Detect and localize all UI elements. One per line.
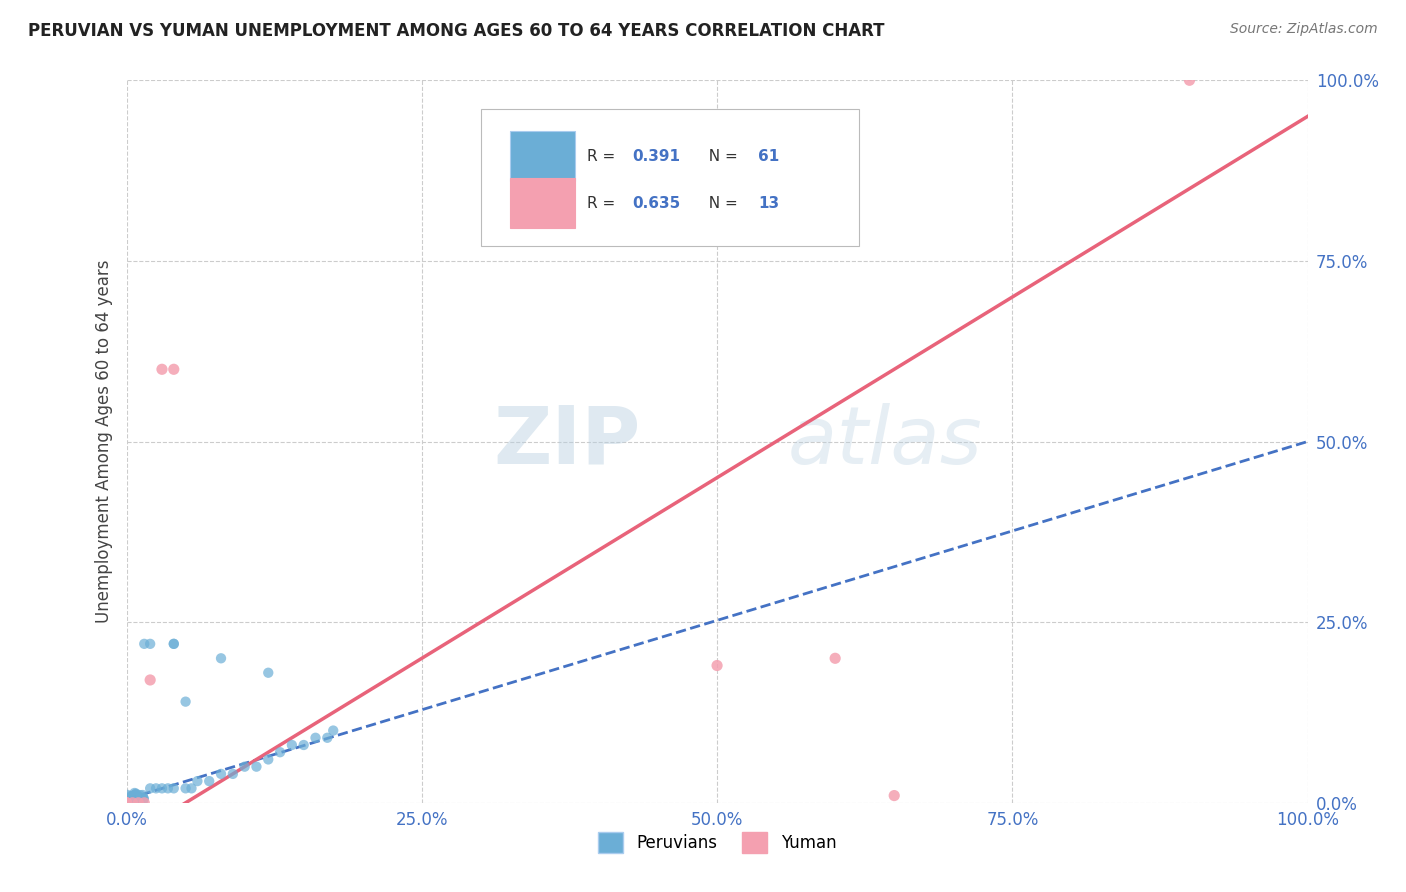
Point <box>122 789 145 803</box>
Point <box>115 788 138 802</box>
Point <box>115 796 138 810</box>
Point <box>209 767 232 781</box>
Point <box>163 637 186 651</box>
Text: N =: N = <box>699 149 742 163</box>
Point <box>120 789 142 804</box>
Point <box>139 673 162 687</box>
Point <box>222 767 245 781</box>
Legend: Peruvians, Yuman: Peruvians, Yuman <box>592 826 842 860</box>
Point <box>127 790 149 805</box>
Point <box>121 796 143 810</box>
Point <box>125 795 148 809</box>
Point <box>121 790 143 805</box>
Text: Source: ZipAtlas.com: Source: ZipAtlas.com <box>1230 22 1378 37</box>
Point <box>145 781 167 796</box>
Point <box>124 788 146 802</box>
Point <box>1178 73 1201 87</box>
Point <box>209 651 232 665</box>
Point <box>125 787 148 801</box>
Point <box>824 651 846 665</box>
Point <box>139 637 162 651</box>
Point <box>117 792 139 806</box>
Point <box>131 791 153 805</box>
Point <box>233 760 256 774</box>
Point <box>128 790 150 805</box>
Point <box>292 738 315 752</box>
Point <box>127 791 149 805</box>
Point <box>128 790 150 805</box>
Point <box>124 791 146 805</box>
Text: 61: 61 <box>758 149 780 163</box>
Point <box>132 791 155 805</box>
Point <box>129 790 152 805</box>
Point <box>163 781 186 796</box>
Text: 0.635: 0.635 <box>633 195 681 211</box>
Point <box>316 731 339 745</box>
Point <box>150 362 173 376</box>
Point <box>304 731 326 745</box>
Point <box>115 796 138 810</box>
Point <box>139 781 162 796</box>
FancyBboxPatch shape <box>510 131 575 181</box>
Point <box>132 792 155 806</box>
Point <box>163 637 186 651</box>
Point <box>129 792 152 806</box>
Point <box>245 760 267 774</box>
Text: atlas: atlas <box>787 402 983 481</box>
Point <box>322 723 344 738</box>
Point <box>124 793 146 807</box>
FancyBboxPatch shape <box>510 178 575 228</box>
Text: 0.391: 0.391 <box>633 149 681 163</box>
Point <box>131 788 153 802</box>
Point <box>125 790 148 805</box>
Point <box>124 789 146 803</box>
Point <box>127 796 149 810</box>
Text: R =: R = <box>588 195 620 211</box>
Point <box>118 796 141 810</box>
Point <box>883 789 905 803</box>
Point <box>180 781 202 796</box>
Point <box>132 794 155 808</box>
Point <box>257 752 280 766</box>
Point <box>117 794 139 808</box>
Point <box>134 796 156 810</box>
Point <box>281 738 304 752</box>
Point <box>257 665 280 680</box>
Point <box>269 745 291 759</box>
Point <box>186 774 208 789</box>
Point <box>115 796 138 810</box>
Point <box>174 695 197 709</box>
Text: PERUVIAN VS YUMAN UNEMPLOYMENT AMONG AGES 60 TO 64 YEARS CORRELATION CHART: PERUVIAN VS YUMAN UNEMPLOYMENT AMONG AGE… <box>28 22 884 40</box>
Text: R =: R = <box>588 149 620 163</box>
Point <box>134 637 156 651</box>
Point <box>128 788 150 802</box>
Point <box>120 789 142 803</box>
Text: N =: N = <box>699 195 742 211</box>
Point <box>120 791 142 805</box>
Point <box>174 781 197 796</box>
Text: ZIP: ZIP <box>494 402 640 481</box>
FancyBboxPatch shape <box>481 109 859 246</box>
Point <box>198 774 221 789</box>
Point <box>163 362 186 376</box>
Point <box>706 658 728 673</box>
Point <box>150 781 173 796</box>
Text: 13: 13 <box>758 195 779 211</box>
Y-axis label: Unemployment Among Ages 60 to 64 years: Unemployment Among Ages 60 to 64 years <box>94 260 112 624</box>
Point <box>124 786 146 800</box>
Point <box>117 792 139 806</box>
Point <box>156 781 179 796</box>
